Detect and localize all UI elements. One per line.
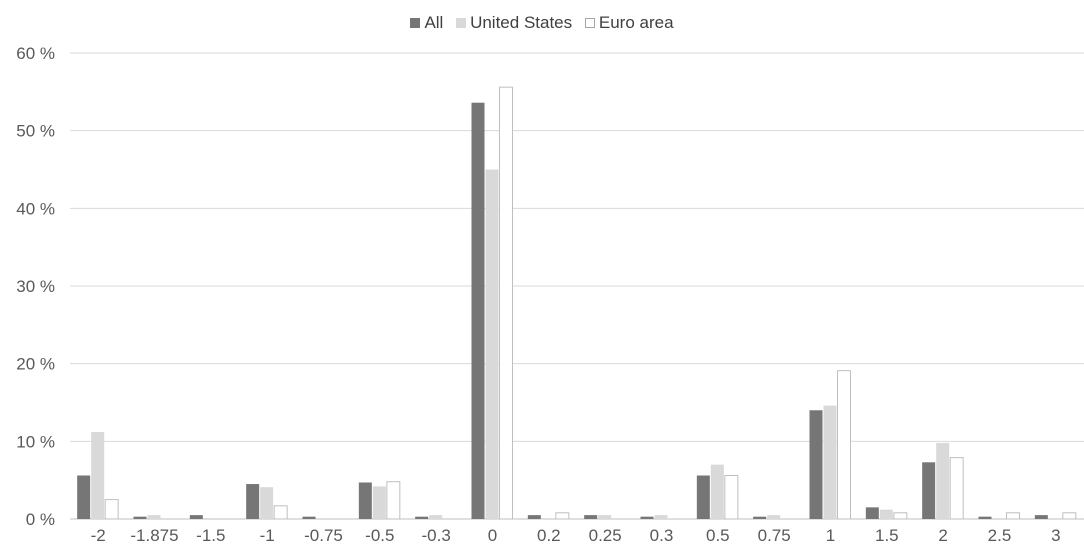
bar-euro-area	[837, 370, 851, 520]
legend-swatch-united-states	[456, 18, 467, 28]
legend-label-united-states: United States	[470, 13, 573, 32]
bar-all	[246, 484, 260, 519]
bar-euro-area	[555, 512, 570, 520]
legend-item-united-states: United States	[456, 13, 572, 33]
bar-all	[696, 475, 710, 519]
x-tick-label: -0.75	[304, 526, 343, 545]
bar-euro-area	[499, 86, 513, 520]
y-tick-label: 20 %	[16, 355, 55, 374]
bar-all	[527, 515, 541, 519]
bar-united-states	[710, 464, 724, 519]
bar-euro-area	[1062, 512, 1077, 520]
x-tick-label: 2.5	[988, 526, 1012, 545]
bar-euro-area	[724, 475, 739, 520]
bar-all	[809, 410, 823, 519]
x-tick-label: -2	[91, 526, 106, 545]
bar-united-states	[485, 169, 499, 519]
bar-euro-area	[893, 512, 908, 520]
bar-all	[584, 515, 598, 519]
bar-united-states	[429, 515, 443, 519]
x-tick-label: 3	[1051, 526, 1060, 545]
bar-all	[189, 515, 203, 519]
bar-all	[640, 516, 654, 519]
y-tick-label: 50 %	[16, 122, 55, 141]
legend-label-all: All	[424, 13, 444, 32]
bar-united-states	[654, 515, 668, 519]
legend: All United States Euro area	[0, 13, 1084, 33]
legend-swatch-euro-area	[584, 18, 595, 28]
bar-all	[1034, 515, 1048, 519]
legend-item-euro-area: Euro area	[584, 13, 674, 33]
x-tick-label: 0	[488, 526, 497, 545]
x-tick-label: -1.875	[130, 526, 178, 545]
x-tick-label: 0.2	[537, 526, 561, 545]
bar-united-states	[879, 509, 893, 519]
bar-united-states	[598, 515, 612, 519]
bar-united-states	[147, 515, 161, 519]
x-tick-label: 0.5	[706, 526, 730, 545]
y-tick-label: 60 %	[16, 44, 55, 63]
y-tick-label: 40 %	[16, 199, 55, 218]
bar-all	[358, 482, 372, 519]
bar-euro-area	[949, 457, 964, 520]
y-tick-label: 0 %	[26, 510, 55, 529]
bar-all	[133, 516, 147, 519]
legend-label-euro-area: Euro area	[598, 13, 674, 32]
bar-all	[753, 516, 767, 519]
x-tick-label: 0.25	[589, 526, 622, 545]
bar-all	[471, 102, 485, 519]
y-tick-label: 10 %	[16, 432, 55, 451]
bar-all	[415, 516, 429, 519]
x-tick-label: 1.5	[875, 526, 899, 545]
legend-swatch-all	[410, 18, 421, 28]
x-tick-label: -0.3	[422, 526, 451, 545]
y-tick-label: 30 %	[16, 277, 55, 296]
x-tick-label: -0.5	[365, 526, 394, 545]
x-tick-label: 1	[826, 526, 835, 545]
bar-all	[922, 462, 936, 519]
bar-all	[978, 516, 992, 519]
bar-united-states	[260, 487, 274, 519]
bar-euro-area	[386, 481, 401, 520]
bar-all	[77, 475, 91, 519]
x-tick-label: -1	[260, 526, 275, 545]
x-tick-label: 0.75	[758, 526, 791, 545]
bar-all	[865, 507, 879, 519]
x-tick-label: -1.5	[196, 526, 225, 545]
x-tick-label: 0.3	[650, 526, 674, 545]
bar-euro-area	[1006, 512, 1020, 520]
bar-united-states	[936, 442, 950, 519]
bar-all	[302, 516, 316, 519]
bar-united-states	[767, 515, 781, 519]
bar-united-states	[91, 432, 105, 519]
bar-united-states	[372, 486, 386, 519]
bar-united-states	[823, 405, 837, 519]
legend-item-all: All	[410, 13, 443, 33]
bar-euro-area	[104, 499, 119, 520]
x-tick-label: 2	[938, 526, 947, 545]
bar-euro-area	[273, 505, 288, 520]
